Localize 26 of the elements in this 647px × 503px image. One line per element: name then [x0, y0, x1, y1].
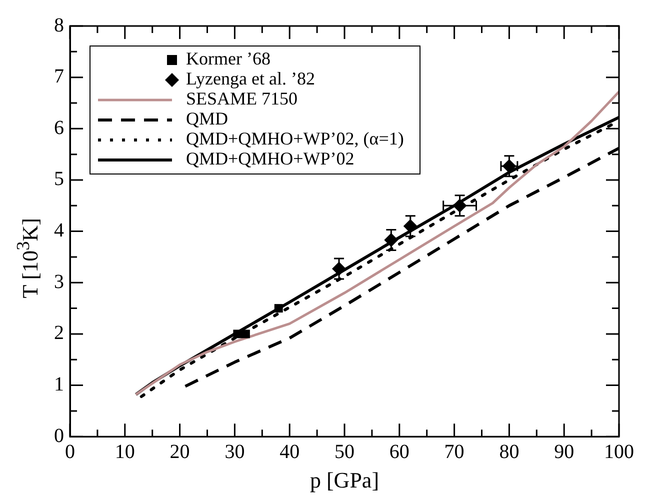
- legend-label: SESAME 7150: [186, 88, 298, 109]
- x-tick-label: 70: [444, 440, 464, 463]
- legend-label: Lyzenga et al. ’82: [186, 68, 315, 89]
- y-tick-label: 1: [54, 374, 64, 396]
- legend-label: QMD: [186, 108, 228, 129]
- y-tick-label: 6: [54, 116, 64, 139]
- y-tick-label: 0: [54, 424, 64, 447]
- y-tick-label: 5: [54, 168, 64, 190]
- x-tick-label: 20: [170, 440, 190, 463]
- x-tick-label: 30: [224, 440, 245, 463]
- x-tick-label: 90: [554, 440, 574, 463]
- y-tick-label: 3: [54, 270, 64, 293]
- x-tick-label: 60: [389, 440, 410, 463]
- x-tick-label: 50: [334, 440, 354, 463]
- x-tick-label: 40: [280, 440, 300, 463]
- x-axis-title: p [GPa]: [310, 468, 380, 493]
- x-tick-label: 100: [604, 440, 634, 463]
- y-tick-label: 8: [54, 14, 64, 36]
- legend-label: QMD+QMHO+WP’02, (α=1): [186, 128, 404, 149]
- legend-label: Kormer ’68: [186, 48, 270, 69]
- y-tick-label: 4: [54, 220, 64, 242]
- y-tick-label: 2: [54, 322, 64, 344]
- x-tick-label: 80: [499, 440, 520, 463]
- x-tick-label: 10: [114, 440, 135, 463]
- legend-label: QMD+QMHO+WP’02: [186, 148, 354, 169]
- y-tick-label: 7: [54, 66, 64, 88]
